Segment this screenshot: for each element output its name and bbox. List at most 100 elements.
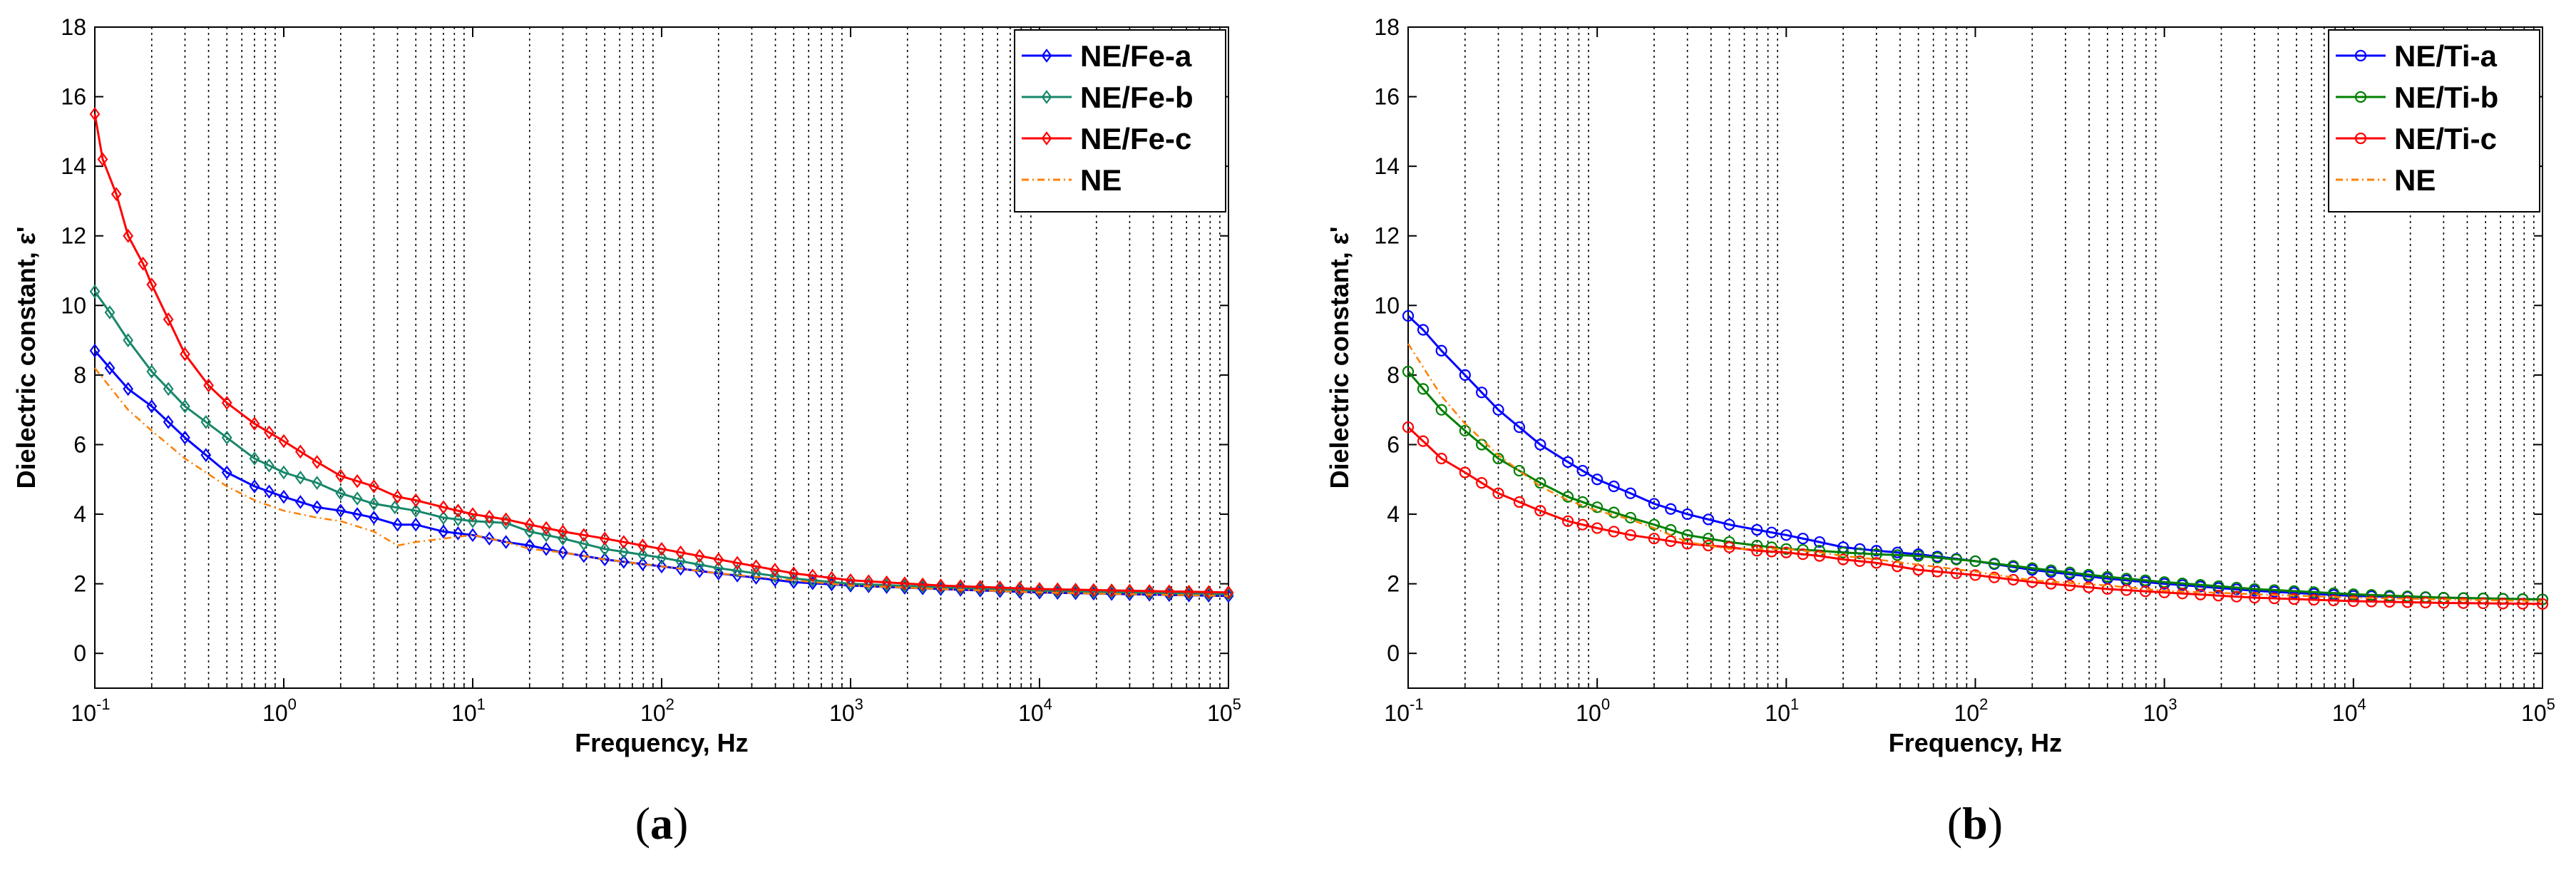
data-point (1435, 344, 1447, 357)
data-point (89, 284, 101, 299)
data-point (578, 528, 590, 543)
data-point (618, 535, 630, 549)
data-point (1070, 583, 1081, 597)
data-point (294, 495, 306, 509)
data-point (221, 396, 232, 410)
data-point (221, 430, 232, 445)
data-point (89, 343, 101, 358)
data-point (656, 559, 667, 574)
legend-label: NE/Ti-c (2394, 122, 2497, 155)
data-point (264, 484, 274, 499)
data-point (1702, 513, 1715, 526)
y-axis: 0 2 4 6 8 10 12 14 16 18 (61, 14, 1228, 666)
data-point (1681, 538, 1693, 550)
data-point (558, 524, 568, 539)
data-point (1417, 435, 1430, 447)
data-point (1624, 529, 1636, 541)
data-point (369, 479, 379, 493)
data-point (249, 479, 260, 493)
data-point (483, 509, 495, 524)
data-point (1813, 550, 1826, 562)
data-point (467, 528, 478, 543)
legend-item: NE (1022, 163, 1122, 197)
x-tick-label: 101 (451, 695, 486, 726)
series-ne-ti-b (1402, 365, 2549, 605)
series-ne-ti-c (1402, 421, 2549, 610)
data-point (1534, 439, 1546, 451)
data-point (1854, 555, 1866, 568)
y-tick-label: 6 (1387, 431, 1400, 457)
data-point (1014, 581, 1025, 595)
data-point (200, 448, 212, 462)
data-point (221, 465, 232, 480)
legend-item: NE/Ti-a (2336, 39, 2498, 73)
legend-marker (2354, 49, 2367, 62)
data-point (1931, 566, 1944, 578)
data-point (438, 511, 449, 525)
data-point (483, 531, 495, 546)
data-point (249, 451, 260, 466)
data-point (369, 496, 379, 511)
series-ne-fe-b (89, 284, 1234, 602)
data-point (826, 570, 837, 585)
data-point (2139, 585, 2152, 598)
data-point (1513, 421, 1526, 434)
chart-panel-a: 0 2 4 6 8 10 12 14 16 18 10-1 100 101 102 103 104 105 Fre… (11, 14, 1241, 849)
data-point (97, 152, 108, 167)
data-point (335, 469, 347, 483)
legend: NE/Fe-a NE/Fe-b NE/Fe-c NE (1014, 29, 1226, 213)
data-point (2249, 592, 2261, 604)
legend: NE/Ti-a NE/Ti-b NE/Ti-c NE (2328, 29, 2540, 213)
data-point (1969, 569, 1981, 581)
data-point (618, 554, 630, 569)
series-line (93, 290, 1229, 595)
data-point (1765, 526, 1777, 538)
data-point (713, 552, 724, 567)
data-point (264, 425, 274, 440)
data-point (278, 465, 289, 480)
data-point (410, 503, 421, 518)
x-tick-label: 105 (1207, 695, 1241, 726)
data-point (1576, 496, 1589, 508)
data-point (1648, 533, 1661, 545)
data-point (312, 500, 323, 515)
data-point (200, 414, 212, 429)
legend-marker (1041, 90, 1052, 104)
data-point (2517, 598, 2529, 610)
panel-caption: (b) (1947, 798, 2003, 849)
data-point (1813, 536, 1826, 548)
data-point (675, 554, 686, 568)
data-point (540, 521, 552, 536)
data-point (351, 474, 363, 488)
data-point (1723, 541, 1735, 553)
data-point (1164, 584, 1175, 599)
y-tick-label: 2 (73, 571, 86, 597)
data-point (335, 486, 347, 501)
data-point (2120, 573, 2133, 585)
data-point (2083, 568, 2095, 580)
data-point (2347, 595, 2359, 608)
data-point (1402, 365, 1415, 378)
data-point (163, 414, 174, 429)
data-point (1203, 585, 1214, 600)
y-tick-label: 14 (61, 153, 86, 179)
data-point (180, 430, 190, 445)
data-point (123, 382, 134, 396)
data-point (453, 503, 463, 518)
x-axis-label: Frequency, Hz (1889, 728, 2062, 757)
data-point (1751, 523, 1763, 536)
data-point (410, 493, 421, 508)
data-point (2026, 562, 2038, 574)
data-point (1765, 546, 1777, 558)
x-tick-label: 100 (1576, 695, 1610, 726)
legend-item: NE/Fe-a (1022, 39, 1192, 73)
data-point (1591, 501, 1603, 513)
y-tick-label: 4 (73, 501, 86, 527)
data-point (2268, 593, 2281, 605)
data-point (312, 476, 323, 490)
data-point (1576, 464, 1589, 477)
data-point (656, 542, 667, 556)
data-point (1870, 557, 1882, 569)
data-point (351, 507, 363, 521)
data-point (955, 579, 966, 593)
